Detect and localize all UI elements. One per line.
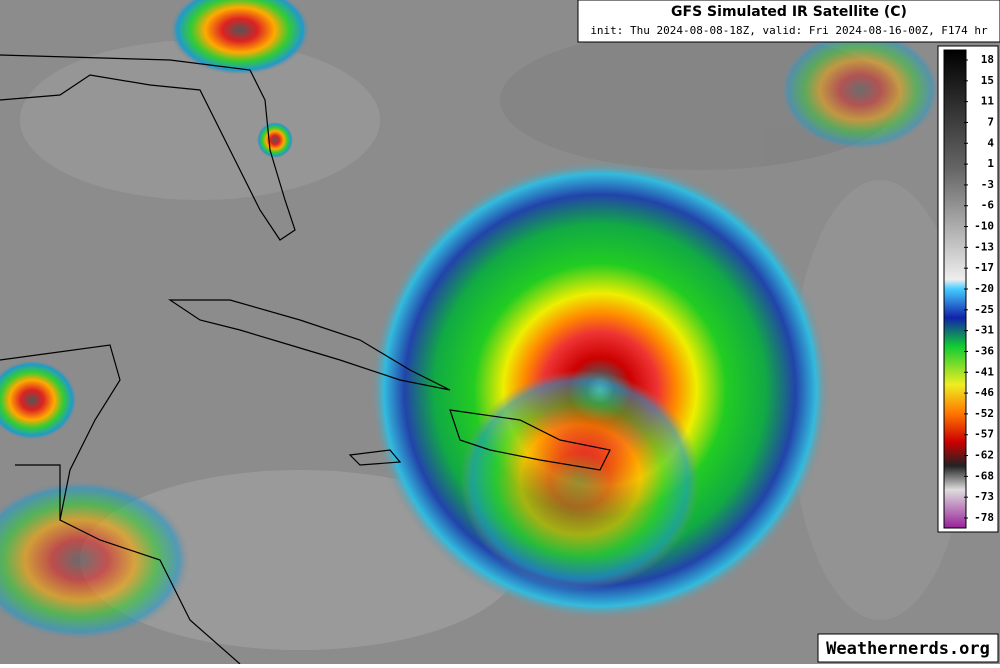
- colorbar-label: 11: [981, 95, 995, 108]
- colorbar-label: -25: [974, 303, 994, 316]
- title: GFS Simulated IR Satellite (C): [671, 4, 907, 20]
- colorbar-ticks: 18 15 11 7 4 1 -3 -6 -10 -13 -17 -20 -25 -31 -36 -41 -46…: [964, 53, 994, 524]
- colorbar-label: -78: [974, 511, 994, 524]
- colorbar-label: -36: [974, 344, 994, 357]
- colorbar-label: -10: [974, 220, 994, 233]
- colorbar-label: -20: [974, 282, 994, 295]
- colorbar-label: 15: [981, 74, 994, 87]
- colorbar-label: -52: [974, 407, 994, 420]
- colorbar-label: 1: [987, 157, 994, 170]
- colorbar-label: -57: [974, 428, 994, 441]
- colorbar-label: 18: [981, 53, 994, 66]
- watermark-box: [817, 633, 999, 663]
- cloud-cell: [0, 480, 190, 640]
- colorbar-label: -73: [974, 490, 994, 503]
- cloud-cell: [780, 30, 940, 150]
- colorbar-label: -31: [974, 324, 994, 337]
- cloud-cell: [170, 0, 310, 75]
- colorbar-label: -6: [981, 199, 995, 212]
- colorbar-label: -46: [974, 386, 994, 399]
- colorbar-label: -41: [974, 365, 994, 378]
- colorbar-label: 4: [987, 136, 994, 149]
- colorbar-label: -3: [981, 178, 994, 191]
- colorbar-label: -68: [974, 469, 994, 482]
- colorbar-label: -17: [974, 261, 994, 274]
- cloud-cell: [257, 122, 293, 158]
- cloud-cell: [0, 360, 77, 440]
- colorbar-label: 7: [987, 115, 994, 128]
- coastlines: [0, 54, 611, 665]
- title-box: [577, 0, 1000, 43]
- watermark: Weathernerds.org: [826, 639, 990, 659]
- colorbar: [943, 49, 967, 529]
- colorbar-label: -62: [974, 449, 994, 462]
- colorbar-label: -13: [974, 240, 994, 253]
- rain-band: [460, 370, 700, 590]
- subtitle: init: Thu 2024-08-08-18Z, valid: Fri 202…: [590, 24, 988, 37]
